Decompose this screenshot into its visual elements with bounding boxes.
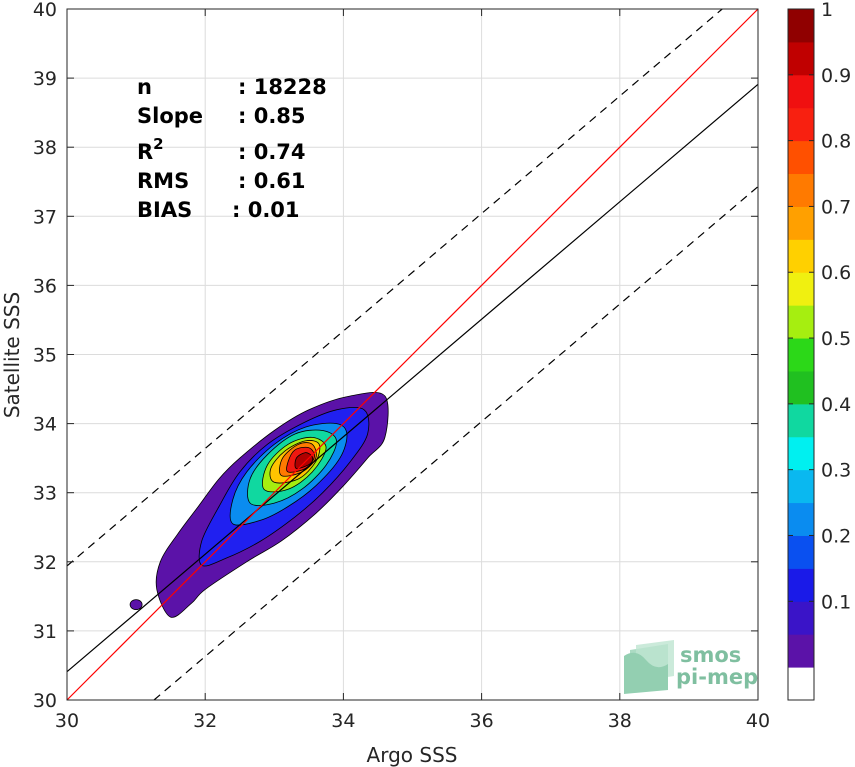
y-tick-label: 31 <box>33 621 57 643</box>
colorbar-tick-label: 0.1 <box>821 591 851 613</box>
colorbar-tick-label: 0.9 <box>821 65 851 87</box>
y-axis-label: Satellite SSS <box>0 292 24 418</box>
y-axis-ticks: 30 31 32 33 34 35 36 37 38 39 40 <box>33 0 758 712</box>
colorbar-band <box>788 338 814 372</box>
lower-dashed-line <box>153 186 759 701</box>
density-contours <box>129 391 389 618</box>
colorbar-band <box>788 140 814 175</box>
y-tick-label: 37 <box>33 206 57 228</box>
colorbar-band <box>788 502 814 536</box>
x-tick-label: 40 <box>746 710 770 732</box>
colorbar-band <box>788 305 814 339</box>
colorbar-band <box>788 403 814 438</box>
colorbar-band <box>788 370 814 405</box>
y-tick-label: 38 <box>33 137 57 159</box>
colorbar-band <box>788 41 814 76</box>
colorbar-band <box>788 9 814 43</box>
colorbar-band <box>788 107 814 142</box>
colorbar-band <box>788 272 814 306</box>
colorbar-tick-label: 1 <box>821 0 833 21</box>
x-tick-label: 34 <box>331 710 355 732</box>
upper-dashed-line <box>66 8 723 567</box>
colorbar-band <box>788 568 814 602</box>
stat-label-rms: RMS <box>137 169 189 193</box>
logo-text-pimep: pi-mep <box>676 665 758 689</box>
colorbar-tick-label: 0.3 <box>821 460 851 482</box>
y-tick-label: 36 <box>33 275 57 297</box>
statistics-box: n : 18228 Slope : 0.85 R2 : 0.74 RMS : 0… <box>137 75 327 222</box>
logo-text-smos: smos <box>680 643 741 667</box>
colorbar <box>787 8 815 701</box>
stat-value-slope: : 0.85 <box>238 104 306 128</box>
colorbar-tick-label: 0.8 <box>821 131 851 153</box>
colorbar-band <box>788 173 814 207</box>
colorbar-band <box>788 74 814 109</box>
identity-line <box>66 8 759 701</box>
x-axis-label: Argo SSS <box>367 743 458 767</box>
colorbar-tick-label: 0.2 <box>821 525 851 547</box>
logo-waves-icon <box>624 640 674 694</box>
colorbar-band <box>788 469 814 504</box>
colorbar-tick-label: 0.4 <box>821 394 851 416</box>
x-tick-label: 36 <box>470 710 494 732</box>
reference-lines <box>66 8 759 701</box>
y-tick-label: 34 <box>33 414 57 436</box>
colorbar-band <box>788 601 814 635</box>
contour-level-1 <box>294 452 314 470</box>
stat-label-r2: R2 <box>137 135 164 164</box>
y-tick-label: 39 <box>33 68 57 90</box>
colorbar-band <box>788 239 814 273</box>
colorbar-ticks: 0.1 0.2 0.3 0.4 0.5 0.6 0.7 0.8 0.9 1 <box>788 0 851 613</box>
stat-label-bias: BIAS <box>137 198 192 222</box>
x-axis-ticks: 30 32 34 36 38 40 <box>55 9 770 732</box>
y-tick-label: 40 <box>33 0 57 21</box>
stat-value-rms: : 0.61 <box>238 169 306 193</box>
x-tick-label: 38 <box>608 710 632 732</box>
colorbar-band <box>788 634 814 668</box>
contour-outlier-blob <box>129 599 143 611</box>
stat-value-n: : 18228 <box>238 75 327 99</box>
regression-fit-line <box>66 83 759 673</box>
colorbar-border <box>787 8 815 701</box>
colorbar-tick-label: 0.6 <box>821 262 851 284</box>
y-tick-label: 33 <box>33 483 57 505</box>
stat-value-bias: : 0.01 <box>232 198 300 222</box>
colorbar-band <box>788 535 814 569</box>
colorbar-tick-label: 0.7 <box>821 196 851 218</box>
x-tick-label: 32 <box>193 710 217 732</box>
stat-label-n: n <box>137 75 152 99</box>
smos-pimep-logo: smos pi-mep <box>624 640 758 694</box>
y-tick-label: 32 <box>33 552 57 574</box>
x-tick-label: 30 <box>55 710 79 732</box>
colorbar-band <box>788 206 814 240</box>
y-tick-label: 30 <box>33 690 57 712</box>
y-tick-label: 35 <box>33 345 57 367</box>
colorbar-tick-label: 0.5 <box>821 328 851 350</box>
colorbar-band <box>788 667 814 701</box>
stat-label-slope: Slope <box>137 104 203 128</box>
stat-value-r2: : 0.74 <box>238 140 306 164</box>
colorbar-band <box>788 436 814 471</box>
